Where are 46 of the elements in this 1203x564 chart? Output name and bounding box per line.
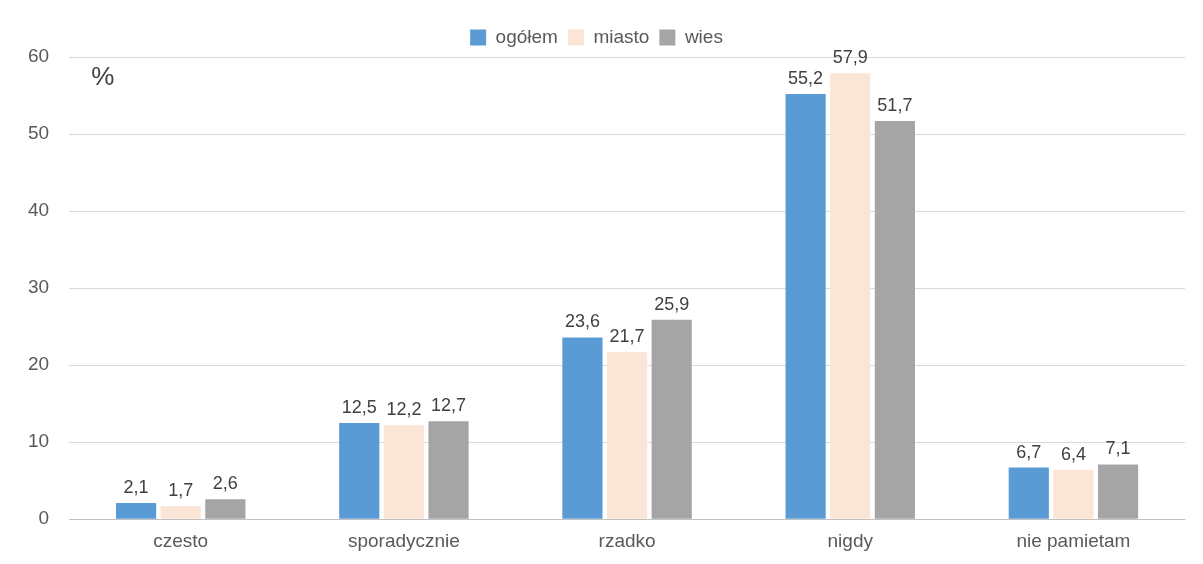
legend-label: wies — [683, 25, 723, 47]
bar — [339, 422, 380, 519]
data-label: 57,9 — [832, 47, 868, 68]
bar — [651, 319, 692, 519]
y-tick-label: 50 — [27, 122, 50, 144]
data-label: 25,9 — [654, 293, 690, 314]
y-tick-label: 30 — [27, 276, 50, 298]
data-label: 12,5 — [341, 396, 377, 417]
data-label: 2,6 — [212, 473, 238, 494]
bar — [160, 506, 201, 519]
y-tick-label: 10 — [27, 430, 50, 452]
bar — [383, 425, 424, 519]
data-label: 23,6 — [564, 311, 600, 332]
data-label: 55,2 — [788, 67, 824, 88]
bar — [830, 73, 871, 519]
bar — [785, 93, 826, 519]
x-tick-label: sporadycznie — [347, 529, 460, 551]
x-tick-label: nie pamietam — [1016, 529, 1131, 551]
y-tick-label: 40 — [27, 199, 50, 221]
legend-label: ogółem — [495, 25, 558, 47]
data-label: 7,1 — [1105, 438, 1131, 459]
data-label: 2,1 — [123, 476, 149, 497]
data-label: 6,4 — [1060, 443, 1086, 464]
y-axis-title: % — [91, 61, 115, 92]
legend-label: miasto — [593, 25, 650, 47]
x-tick-label: czesto — [153, 529, 209, 551]
bar — [205, 499, 246, 519]
y-tick-label: 20 — [27, 353, 50, 375]
bar — [874, 120, 915, 519]
bar — [116, 503, 157, 519]
x-tick-label: nigdy — [827, 529, 874, 551]
bar — [1053, 469, 1094, 519]
y-tick-label: 0 — [38, 507, 50, 529]
bar — [1097, 464, 1139, 519]
data-label: 51,7 — [877, 94, 913, 115]
data-label: 21,7 — [609, 326, 645, 347]
bar — [606, 352, 648, 519]
bar — [1008, 467, 1049, 519]
x-tick-label: rzadko — [598, 529, 656, 551]
data-label: 1,7 — [168, 480, 194, 501]
bar — [562, 337, 603, 519]
bar — [428, 421, 469, 519]
data-label: 6,7 — [1016, 441, 1042, 462]
data-label: 12,7 — [431, 395, 467, 416]
data-label: 12,2 — [386, 399, 422, 420]
y-tick-label: 60 — [27, 45, 50, 67]
